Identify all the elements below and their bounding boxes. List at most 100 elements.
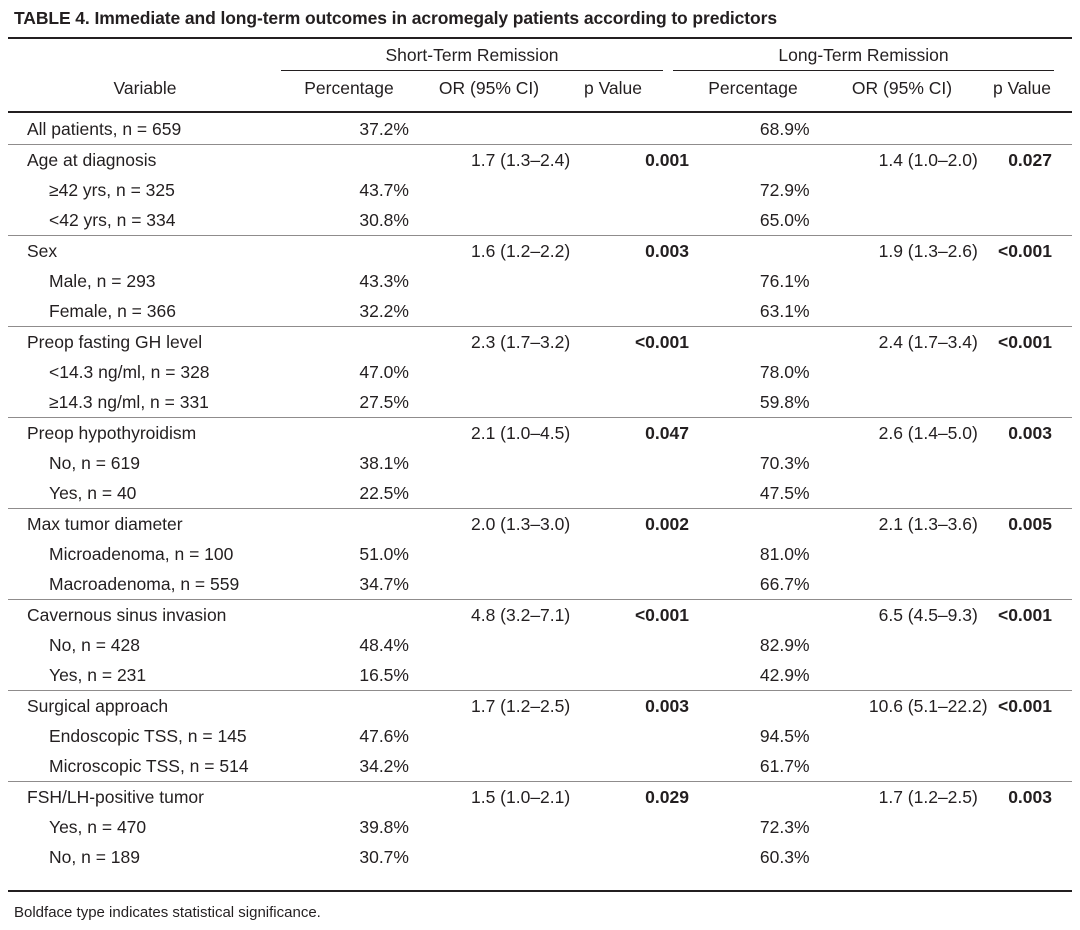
table-row: Macroadenoma, n = 559 34.7% 66.7% [8, 569, 1072, 600]
short-term-span-rule [281, 70, 663, 71]
table-row: Surgical approach 1.7 (1.2–2.5) 0.003 10.6 … [8, 690, 1072, 721]
long-term-p-cell [998, 630, 1072, 660]
variable-cell: Yes, n = 40 [49, 482, 137, 503]
short-term-or-cell: 2.1 (1.0–4.5) [451, 417, 591, 448]
long-term-p-cell [998, 448, 1072, 478]
long-term-p-cell: <0.001 [997, 235, 1072, 266]
table-row: Endoscopic TSS, n = 145 47.6% 94.5% [8, 721, 1072, 751]
short-term-or-cell: 1.7 (1.2–2.5) [451, 690, 591, 721]
variable-cell: Max tumor diameter [8, 508, 318, 539]
long-term-or-cell: 1.4 (1.0–2.0) [858, 144, 998, 175]
short-term-percentage-cell [317, 508, 452, 539]
long-term-percentage-cell [710, 508, 859, 539]
short-term-p-cell: 0.047 [590, 417, 711, 448]
table-row: ≥14.3 ng/ml, n = 331 27.5% 59.8% [8, 387, 1072, 418]
short-term-or-cell [451, 630, 590, 660]
long-term-p-header: p Value [992, 78, 1052, 98]
long-term-percentage-cell [710, 326, 859, 357]
long-term-or-cell: 2.4 (1.7–3.4) [858, 326, 998, 357]
short-term-percentage-cell: 30.8% [359, 209, 409, 230]
variable-cell: All patients, n = 659 [27, 118, 182, 139]
variable-cell: <42 yrs, n = 334 [49, 209, 176, 230]
variable-cell: <14.3 ng/ml, n = 328 [49, 361, 210, 382]
table-row: Yes, n = 231 16.5% 42.9% [8, 660, 1072, 691]
short-term-or-cell: 1.6 (1.2–2.2) [451, 235, 591, 266]
long-term-percentage-cell [710, 781, 859, 812]
short-term-p-cell: <0.001 [590, 326, 711, 357]
long-term-or-cell [858, 539, 998, 569]
short-term-or-cell: 4.8 (3.2–7.1) [451, 599, 591, 630]
short-term-percentage-cell [317, 690, 452, 721]
short-term-or-cell [451, 569, 590, 600]
long-term-p-cell: <0.001 [997, 599, 1072, 630]
table-row: Microscopic TSS, n = 514 34.2% 61.7% [8, 751, 1072, 782]
long-term-p-cell [998, 539, 1072, 569]
long-term-p-cell: 0.027 [997, 144, 1072, 175]
variable-cell: Microscopic TSS, n = 514 [49, 755, 249, 776]
short-term-p-cell [590, 205, 711, 236]
short-term-percentage-cell: 34.7% [359, 573, 409, 594]
variable-cell: Male, n = 293 [49, 270, 156, 291]
long-term-or-header: OR (95% CI) [851, 78, 953, 98]
variable-cell: No, n = 428 [49, 634, 140, 655]
variable-cell: Microadenoma, n = 100 [49, 543, 234, 564]
table-row: <42 yrs, n = 334 30.8% 65.0% [8, 205, 1072, 236]
short-term-p-cell: <0.001 [590, 599, 711, 630]
long-term-or-cell [858, 630, 998, 660]
short-term-or-cell: 2.0 (1.3–3.0) [451, 508, 591, 539]
long-term-p-cell: <0.001 [997, 690, 1072, 721]
long-term-or-cell [858, 751, 998, 782]
variable-cell: Endoscopic TSS, n = 145 [49, 725, 247, 746]
short-term-p-cell [590, 266, 711, 296]
table-row: Preop hypothyroidism 2.1 (1.0–4.5) 0.047 2.… [8, 417, 1072, 448]
long-term-or-cell [858, 812, 998, 842]
long-term-p-cell [998, 478, 1072, 509]
long-term-p-cell [998, 751, 1072, 782]
variable-cell: Cavernous sinus invasion [8, 599, 318, 630]
short-term-or-cell [451, 478, 590, 509]
header-rule [8, 111, 1072, 113]
short-term-p-cell [590, 448, 711, 478]
short-term-header: Short-Term Remission [385, 45, 559, 65]
long-term-or-cell: 1.9 (1.3–2.6) [858, 235, 998, 266]
long-term-header: Long-Term Remission [778, 45, 949, 65]
table-row: Yes, n = 40 22.5% 47.5% [8, 478, 1072, 509]
long-term-percentage-cell: 68.9% [759, 118, 810, 139]
long-term-or-cell [858, 448, 998, 478]
long-term-percentage-cell: 78.0% [759, 361, 810, 382]
short-term-or-cell [451, 812, 590, 842]
variable-cell: FSH/LH-positive tumor [8, 781, 318, 812]
short-term-p-cell: 0.003 [590, 235, 711, 266]
variable-cell: Age at diagnosis [8, 144, 318, 175]
long-term-or-cell [858, 660, 998, 691]
short-term-p-cell [590, 842, 711, 872]
long-term-p-cell: 0.005 [997, 508, 1072, 539]
long-term-or-cell [858, 114, 998, 145]
top-rule [8, 37, 1072, 39]
table-row: Yes, n = 470 39.8% 72.3% [8, 812, 1072, 842]
short-term-or-cell [451, 660, 590, 691]
table-row: Max tumor diameter 2.0 (1.3–3.0) 0.002 2.1 … [8, 508, 1072, 539]
table-row: ≥42 yrs, n = 325 43.7% 72.9% [8, 175, 1072, 205]
table-row: Male, n = 293 43.3% 76.1% [8, 266, 1072, 296]
short-term-or-cell [451, 539, 590, 569]
short-term-or-cell [451, 296, 590, 327]
variable-cell: No, n = 189 [49, 846, 140, 867]
table-row: <14.3 ng/ml, n = 328 47.0% 78.0% [8, 357, 1072, 387]
long-term-p-cell [998, 660, 1072, 691]
short-term-percentage-cell [317, 144, 452, 175]
short-term-p-cell [590, 478, 711, 509]
short-term-p-header: p Value [583, 78, 643, 98]
short-term-p-cell: 0.001 [590, 144, 711, 175]
short-term-p-cell [590, 175, 711, 205]
short-term-percentage-cell [317, 417, 452, 448]
long-term-percentage-cell [710, 690, 859, 721]
long-term-or-cell [858, 387, 998, 418]
long-term-or-cell: 6.5 (4.5–9.3) [858, 599, 998, 630]
table-row: Sex 1.6 (1.2–2.2) 0.003 1.9 (1.3–2.6) <0.001 [8, 235, 1072, 266]
table-row: No, n = 428 48.4% 82.9% [8, 630, 1072, 660]
short-term-or-cell [451, 448, 590, 478]
table-row: All patients, n = 659 37.2% 68.9% [8, 114, 1072, 145]
long-term-percentage-cell: 81.0% [759, 543, 810, 564]
long-term-or-cell [858, 721, 998, 751]
